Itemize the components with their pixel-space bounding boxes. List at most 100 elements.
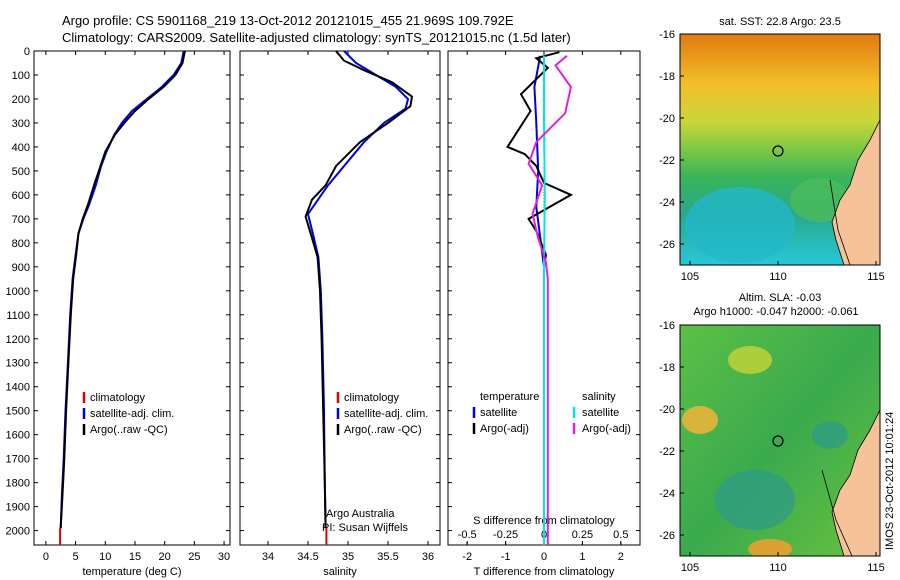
y-tick-label: 1600	[6, 430, 30, 442]
profile-panel-2: 34 34.5 35 35.5 36 salinity climatology satelli…	[239, 50, 441, 578]
map-y-tick-label: -18	[659, 362, 675, 374]
sla-low-patch-2	[812, 421, 848, 449]
x-tick-label: 0	[541, 551, 547, 563]
map-y-tick-label: -20	[659, 113, 675, 125]
y-tick-label: 1400	[6, 382, 30, 394]
y-tick-label: 1500	[6, 406, 30, 418]
annotation-pi: PI: Susan Wijffels	[322, 522, 408, 534]
y-tick-label: 100	[12, 70, 30, 82]
map-x-tick-label: 115	[867, 562, 885, 574]
y-tick-label: 200	[12, 94, 30, 106]
x-tick-label: 36	[422, 551, 434, 563]
panel-frame	[239, 50, 441, 546]
map-y-tick-label: -18	[659, 71, 675, 83]
x-tick-label: 25	[188, 551, 200, 563]
map-y-tick-label: -16	[659, 29, 675, 41]
map-x-tick-label: 110	[769, 271, 787, 283]
y-tick-label: 2000	[6, 526, 30, 538]
y-tick-label: 1000	[6, 286, 30, 298]
legend-label: Argo(-adj)	[582, 423, 631, 435]
x-axis-label: T difference from climatology	[474, 566, 615, 578]
sla-map-title: Altim. SLA: -0.03	[739, 292, 822, 304]
series-temperature-argo-adj-	[506, 51, 574, 545]
y-tick-label: 1700	[6, 454, 30, 466]
map-x-tick-label: 110	[769, 562, 787, 574]
x-top-tick-label: -0.25	[493, 529, 518, 541]
x-tick-label: 35	[342, 551, 354, 563]
x-top-tick-label: 0.5	[613, 529, 628, 541]
y-tick-label: 800	[12, 238, 30, 250]
x-tick-label: 15	[129, 551, 141, 563]
map-y-tick-label: -24	[659, 488, 675, 500]
map-y-tick-label: -20	[659, 404, 675, 416]
sla-high-patch-3	[748, 539, 792, 556]
sst-float-marker	[772, 145, 784, 157]
series-argo-raw-qc-	[59, 50, 186, 529]
map-y-tick-label: -26	[659, 239, 675, 251]
sst-map-title: sat. SST: 22.8 Argo: 23.5	[719, 16, 841, 28]
legend-label: Argo(..raw -QC)	[90, 424, 168, 436]
legend-label: climatology	[90, 392, 146, 404]
climatology-subtitle: Climatology: CARS2009. Satellite-adjuste…	[62, 30, 571, 45]
legend-temperature-title: temperature	[480, 391, 539, 403]
x-tick-label: 0	[43, 551, 49, 563]
sst-land-australia	[831, 119, 880, 265]
sla-map: Altim. SLA: -0.03 Argo h1000: -0.047 h20…	[659, 292, 885, 574]
sla-low-patch-1	[715, 470, 795, 530]
x-tick-label: 2	[618, 551, 624, 563]
x-tick-label: 34	[262, 551, 274, 563]
map-x-tick-label: 115	[867, 271, 885, 283]
series-salinity-satellite	[543, 55, 546, 545]
y-tick-label: 0	[24, 46, 30, 58]
series-argo-raw-qc-	[304, 50, 414, 529]
y-tick-label: 400	[12, 142, 30, 154]
annotation-argo-australia: Argo Australia	[326, 508, 395, 520]
x-tick-label: -1	[501, 551, 511, 563]
x-top-tick-label: -0.5	[458, 529, 477, 541]
legend-label: climatology	[344, 392, 400, 404]
sst-map-frame	[679, 33, 881, 266]
sst-cool-patch	[685, 187, 795, 263]
legend-label: satellite-adj. clim.	[90, 408, 174, 420]
sla-map-subtitle: Argo h1000: -0.047 h2000: -0.061	[693, 306, 858, 318]
legend-label: satellite-adj. clim.	[344, 408, 428, 420]
legend-label: satellite	[582, 407, 619, 419]
y-tick-label: 700	[12, 214, 30, 226]
y-tick-label: 1800	[6, 478, 30, 490]
x-top-tick-label: 0.25	[572, 529, 593, 541]
x-axis-label: temperature (deg C)	[82, 566, 181, 578]
profile-panel-3: -2 -1 0 1 2T difference from climatology -0.5…	[447, 50, 641, 578]
legend-salinity-title: salinity	[582, 391, 616, 403]
x-tick-label: 10	[99, 551, 111, 563]
x-tick-label: 35.5	[377, 551, 398, 563]
x-tick-label: 5	[73, 551, 79, 563]
imos-credit: IMOS 23-Oct-2012 10:01:24	[884, 411, 896, 550]
y-tick-label: 500	[12, 166, 30, 178]
map-y-tick-label: -22	[659, 155, 675, 167]
legend-label: satellite	[480, 407, 517, 419]
sla-land-australia	[831, 409, 880, 556]
y-tick-label: 600	[12, 190, 30, 202]
y-tick-label: 1200	[6, 334, 30, 346]
map-x-tick-label: 105	[681, 562, 699, 574]
profile-title: Argo profile: CS 5901168_219 13-Oct-2012…	[62, 13, 514, 28]
y-tick-label: 1300	[6, 358, 30, 370]
y-tick-label: 300	[12, 118, 30, 130]
sla-map-frame	[679, 324, 881, 557]
y-tick-label: 900	[12, 262, 30, 274]
legend-label: Argo(..raw -QC)	[344, 424, 422, 436]
sst-shelf-contour	[829, 179, 851, 265]
y-tick-label: 1900	[6, 502, 30, 514]
series-salinity-argo-adj-	[527, 55, 572, 545]
sla-shelf-contour	[821, 469, 853, 556]
sla-high-patch-1	[682, 406, 718, 434]
panel-frame	[33, 50, 231, 546]
map-y-tick-label: -24	[659, 197, 675, 209]
x-tick-label: 20	[159, 551, 171, 563]
y-tick-label: 1100	[6, 310, 30, 322]
x-tick-label: 30	[218, 551, 230, 563]
x-axis-label: salinity	[323, 566, 357, 578]
map-y-tick-label: -16	[659, 320, 675, 332]
sla-float-marker	[772, 435, 784, 447]
